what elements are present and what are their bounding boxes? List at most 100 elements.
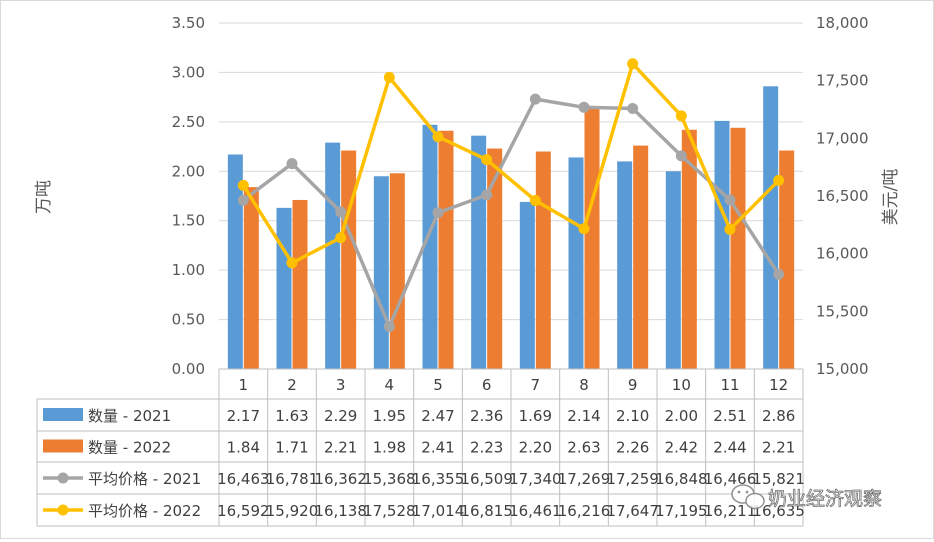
watermark: 奶业经济观察 [731,484,882,510]
legend-key-marker [57,472,69,484]
data-table-value: 2.20 [519,439,552,457]
legend-key-marker [57,504,69,516]
bar-1 [519,201,535,369]
data-table-value: 16,463 [217,470,270,488]
data-table-value: 2.36 [470,407,503,425]
bar-2 [681,129,697,369]
line-point-2 [286,257,298,269]
line-point-2 [432,131,444,143]
y-tick-label: 2.50 [172,113,205,131]
y2-tick-label: 18,000 [816,14,869,32]
data-table-value: 16,509 [460,470,513,488]
data-table-value: 2.63 [567,439,600,457]
bar-1 [325,142,341,369]
lines [237,58,785,333]
data-table-value: 2.26 [616,439,649,457]
y-tick-label: 1.50 [172,212,205,230]
bar-2 [243,187,259,369]
data-table-value: 17,647 [606,502,659,520]
y-tick-label: 2.00 [172,162,205,180]
y-tick-label: 3.00 [172,63,205,81]
bars [227,86,795,370]
data-table-value: 16,216 [558,502,611,520]
x-tick-label: 9 [628,376,638,394]
data-table-value: 16,815 [460,502,513,520]
line-point-1 [286,158,298,170]
data-table-value: 2.21 [324,439,357,457]
x-tick-label: 3 [336,376,346,394]
bar-2 [389,173,405,369]
legend-label: 平均价格 - 2022 [88,502,201,520]
data-table-value: 2.42 [665,439,698,457]
bar-1 [665,171,681,369]
data-table-value: 16,138 [314,502,367,520]
x-tick-label: 1 [239,376,249,394]
line-point-2 [773,174,785,186]
data-table-value: 16,592 [217,502,270,520]
y2-tick-label: 17,000 [816,129,869,147]
line-point-2 [578,223,590,235]
legend-label: 平均价格 - 2021 [88,470,201,488]
x-tick-label: 12 [769,376,788,394]
y-axis-title: 万吨 [34,180,54,214]
line-point-1 [432,207,444,219]
data-table-value: 17,528 [363,502,416,520]
bar-2 [292,199,308,369]
data-table-value: 16,781 [266,470,319,488]
data-table-value: 2.47 [421,407,454,425]
wechat-icon [731,484,765,510]
y-tick-label: 0.00 [172,360,205,378]
y2-tick-label: 15,500 [816,302,869,320]
x-tick-label: 6 [482,376,492,394]
line-point-1 [724,194,736,206]
data-table-value: 2.00 [665,407,698,425]
line-point-1 [335,206,347,218]
data-table-value: 16,355 [412,470,465,488]
gridlines [219,22,803,321]
legend-key-bar [43,439,83,453]
bar-2 [584,109,600,370]
bar-2 [438,130,454,369]
data-table-value: 2.29 [324,407,357,425]
line-point-1 [773,268,785,280]
data-table-value: 2.51 [713,407,746,425]
bar-1 [714,120,730,370]
data-table-value: 2.41 [421,439,454,457]
bar-1 [568,157,584,369]
data-table-value: 15,368 [363,470,416,488]
axes: 0.00 0.50 1.00 1.50 2.00 2.50 3.00 3.50 15,000 15… [172,14,869,378]
bar-2 [535,151,551,369]
line-point-1 [627,102,639,114]
data-table-value: 16,848 [655,470,708,488]
bar-1 [373,176,389,369]
data-table-value: 1.98 [373,439,406,457]
x-tick-label: 10 [672,376,691,394]
y2-tick-label: 17,500 [816,72,869,90]
data-table-value: 15,821 [752,470,805,488]
line-point-1 [237,194,249,206]
legend-label: 数量 - 2022 [88,439,171,457]
bar-1 [422,124,438,369]
line-point-2 [529,194,541,206]
data-table-value: 16,635 [752,502,805,520]
line-point-1 [675,150,687,162]
x-tick-label: 2 [287,376,297,394]
bar-2 [341,150,357,369]
y-tick-label: 3.50 [172,14,205,32]
line-series-2 [241,61,780,265]
data-table-value: 16,211 [704,502,757,520]
data-table-value: 1.95 [373,407,406,425]
bar-2 [633,145,649,369]
data-table-value: 2.14 [567,407,600,425]
bar-1 [276,207,292,369]
line-point-2 [335,232,347,244]
x-tick-label: 7 [531,376,541,394]
line-point-1 [578,101,590,113]
line-point-1 [383,321,395,333]
legend-label: 数量 - 2021 [88,407,171,425]
data-table-value: 1.69 [519,407,552,425]
data-table-value: 17,195 [655,502,708,520]
bar-1 [763,86,779,370]
